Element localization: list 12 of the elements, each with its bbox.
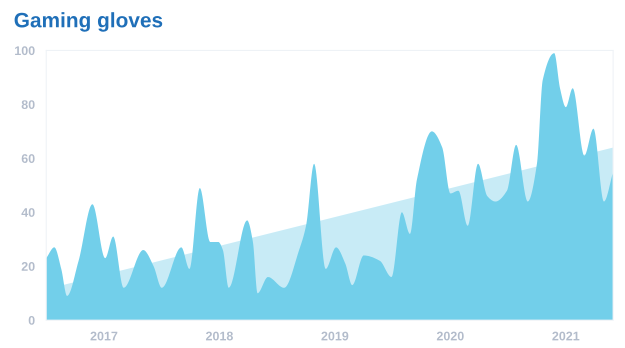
x-tick-label: 2020 (436, 332, 464, 340)
y-tick-label: 60 (22, 154, 35, 163)
y-tick-label: 40 (21, 208, 35, 217)
x-tick-label: 2017 (90, 332, 118, 340)
x-tick-label: 2019 (321, 332, 348, 340)
y-tick-label: 0 (28, 316, 35, 325)
x-tick-label: 2021 (552, 332, 580, 340)
x-tick-label: 2018 (206, 332, 233, 340)
y-tick-label: 80 (22, 100, 35, 110)
chart-title: Gaming gloves (14, 12, 162, 32)
y-tick-label: 20 (22, 262, 35, 271)
y-tick-label: 100 (15, 46, 35, 56)
